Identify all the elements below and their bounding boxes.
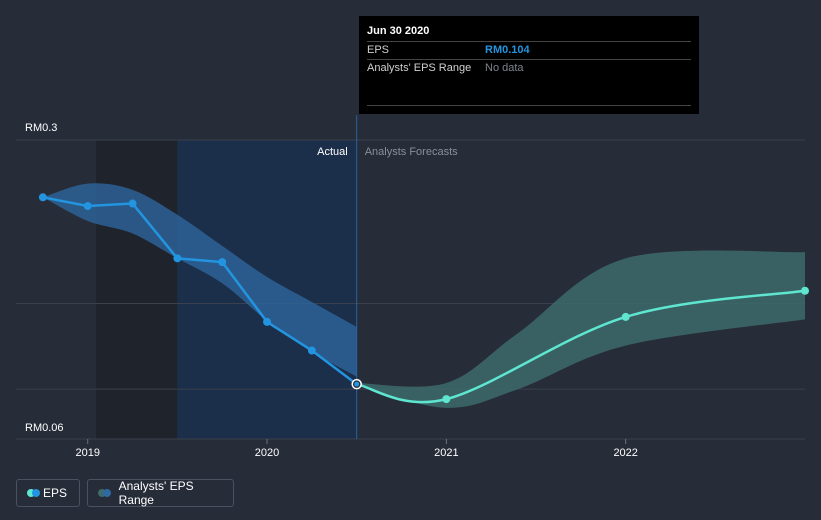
tooltip-eps-row: EPS RM0.104 (367, 41, 691, 59)
actual-eps-line (42, 196, 358, 386)
tooltip-eps-value: RM0.104 (485, 44, 530, 56)
x-tick-label: 2020 (255, 447, 279, 459)
tooltip-divider (367, 105, 691, 106)
eps-lines (42, 196, 806, 404)
actual-label: Actual (317, 146, 348, 158)
legend-eps[interactable]: EPS (16, 479, 80, 507)
actual-eps-point (83, 202, 92, 211)
tooltip: Jun 30 2020 EPS RM0.104 Analysts' EPS Ra… (359, 16, 699, 114)
x-axis-ticks: 2019 2020 2021 2022 (75, 439, 638, 459)
x-tick-label: 2021 (434, 447, 458, 459)
tooltip-title: Jun 30 2020 (367, 25, 430, 37)
actual-eps-point (173, 254, 182, 263)
forecast-eps-point (801, 286, 809, 295)
tooltip-eps-label: EPS (367, 44, 390, 56)
forecast-eps-line (356, 289, 806, 404)
eps-points (38, 193, 809, 404)
tooltip-range-label: Analysts' EPS Range (367, 62, 472, 74)
forecast-eps-point (621, 312, 630, 321)
actual-eps-point (307, 346, 316, 355)
tooltip-range-row: Analysts' EPS Range No data (367, 59, 691, 77)
legend-range-label: Analysts' EPS Range (118, 479, 194, 507)
x-tick-label: 2022 (613, 447, 637, 459)
legend-eps-range[interactable]: Analysts' EPS Range (87, 479, 234, 507)
highlight-point-core (354, 381, 360, 387)
y-bottom-label: RM0.06 (25, 422, 64, 434)
eps-legend-icon (27, 488, 40, 498)
actual-eps-point (128, 199, 137, 208)
tooltip-range-value: No data (485, 62, 524, 74)
forecast-eps-point (442, 395, 451, 404)
y-top-label: RM0.3 (25, 122, 57, 134)
legend-eps-label: EPS (42, 486, 67, 500)
eps-range-band (356, 250, 805, 408)
forecast-label: Analysts Forecasts (365, 146, 458, 158)
x-tick-label: 2019 (75, 447, 99, 459)
actual-eps-point (263, 317, 272, 326)
actual-eps-point (38, 193, 47, 202)
eps-range-legend-icon (98, 488, 111, 498)
actual-eps-point (218, 258, 227, 267)
